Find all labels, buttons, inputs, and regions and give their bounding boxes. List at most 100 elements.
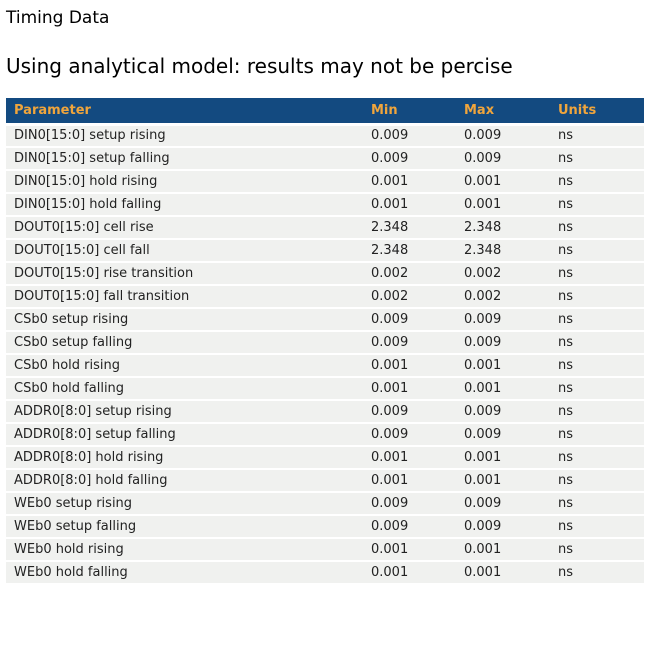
cell-max: 0.001 (456, 561, 550, 585)
cell-max: 0.002 (456, 262, 550, 286)
cell-parameter: ADDR0[8:0] setup falling (6, 423, 363, 447)
column-header-units: Units (550, 98, 644, 126)
cell-min: 0.009 (363, 515, 456, 539)
header-row: Parameter Min Max Units (6, 98, 644, 126)
table-row: ADDR0[8:0] hold rising 0.001 0.001 ns (6, 446, 644, 470)
table-row: DOUT0[15:0] fall transition 0.002 0.002 … (6, 285, 644, 309)
cell-parameter: DIN0[15:0] hold falling (6, 193, 363, 217)
cell-max: 0.001 (456, 354, 550, 378)
cell-min: 0.009 (363, 147, 456, 171)
cell-parameter: DIN0[15:0] setup falling (6, 147, 363, 171)
cell-parameter: DOUT0[15:0] cell rise (6, 216, 363, 240)
cell-max: 0.009 (456, 331, 550, 355)
cell-parameter: DOUT0[15:0] rise transition (6, 262, 363, 286)
cell-min: 2.348 (363, 239, 456, 263)
table-row: DIN0[15:0] setup rising 0.009 0.009 ns (6, 124, 644, 148)
cell-min: 0.001 (363, 170, 456, 194)
timing-table-header: Parameter Min Max Units (6, 98, 644, 126)
cell-max: 0.009 (456, 515, 550, 539)
table-row: CSb0 hold falling 0.001 0.001 ns (6, 377, 644, 401)
cell-max: 2.348 (456, 216, 550, 240)
cell-max: 0.001 (456, 193, 550, 217)
cell-min: 0.009 (363, 308, 456, 332)
report-page: Timing Data Using analytical model: resu… (6, 8, 644, 585)
cell-units: ns (550, 170, 644, 194)
cell-min: 0.009 (363, 423, 456, 447)
table-row: WEb0 hold rising 0.001 0.001 ns (6, 538, 644, 562)
table-row: DIN0[15:0] hold falling 0.001 0.001 ns (6, 193, 644, 217)
cell-max: 0.009 (456, 147, 550, 171)
table-row: DOUT0[15:0] cell fall 2.348 2.348 ns (6, 239, 644, 263)
cell-min: 0.001 (363, 469, 456, 493)
table-row: WEb0 hold falling 0.001 0.001 ns (6, 561, 644, 585)
cell-units: ns (550, 469, 644, 493)
cell-units: ns (550, 561, 644, 585)
column-header-min: Min (363, 98, 456, 126)
cell-units: ns (550, 239, 644, 263)
cell-units: ns (550, 423, 644, 447)
table-row: ADDR0[8:0] setup rising 0.009 0.009 ns (6, 400, 644, 424)
cell-units: ns (550, 354, 644, 378)
cell-parameter: CSb0 hold rising (6, 354, 363, 378)
cell-min: 0.002 (363, 285, 456, 309)
cell-units: ns (550, 124, 644, 148)
cell-max: 0.009 (456, 400, 550, 424)
table-row: DOUT0[15:0] cell rise 2.348 2.348 ns (6, 216, 644, 240)
cell-min: 2.348 (363, 216, 456, 240)
table-row: WEb0 setup rising 0.009 0.009 ns (6, 492, 644, 516)
cell-min: 0.009 (363, 492, 456, 516)
cell-parameter: WEb0 setup falling (6, 515, 363, 539)
cell-units: ns (550, 492, 644, 516)
cell-parameter: WEb0 hold rising (6, 538, 363, 562)
cell-parameter: CSb0 setup rising (6, 308, 363, 332)
table-row: CSb0 setup rising 0.009 0.009 ns (6, 308, 644, 332)
cell-min: 0.009 (363, 124, 456, 148)
table-row: CSb0 hold rising 0.001 0.001 ns (6, 354, 644, 378)
cell-min: 0.001 (363, 561, 456, 585)
cell-units: ns (550, 285, 644, 309)
page-subtitle: Using analytical model: results may not … (6, 54, 513, 78)
cell-units: ns (550, 262, 644, 286)
cell-parameter: WEb0 hold falling (6, 561, 363, 585)
cell-max: 0.001 (456, 538, 550, 562)
cell-units: ns (550, 308, 644, 332)
cell-units: ns (550, 446, 644, 470)
column-header-max: Max (456, 98, 550, 126)
table-row: DIN0[15:0] setup falling 0.009 0.009 ns (6, 147, 644, 171)
cell-units: ns (550, 216, 644, 240)
cell-min: 0.009 (363, 400, 456, 424)
cell-min: 0.002 (363, 262, 456, 286)
cell-max: 0.009 (456, 124, 550, 148)
cell-parameter: DIN0[15:0] setup rising (6, 124, 363, 148)
timing-table-body: DIN0[15:0] setup rising 0.009 0.009 ns D… (6, 124, 644, 585)
cell-min: 0.001 (363, 538, 456, 562)
cell-max: 0.002 (456, 285, 550, 309)
cell-max: 0.001 (456, 446, 550, 470)
table-row: CSb0 setup falling 0.009 0.009 ns (6, 331, 644, 355)
table-row: WEb0 setup falling 0.009 0.009 ns (6, 515, 644, 539)
cell-parameter: DOUT0[15:0] cell fall (6, 239, 363, 263)
page-title: Timing Data (6, 8, 110, 28)
cell-max: 2.348 (456, 239, 550, 263)
cell-units: ns (550, 538, 644, 562)
cell-max: 0.009 (456, 492, 550, 516)
table-row: ADDR0[8:0] hold falling 0.001 0.001 ns (6, 469, 644, 493)
table-row: DIN0[15:0] hold rising 0.001 0.001 ns (6, 170, 644, 194)
cell-min: 0.001 (363, 446, 456, 470)
cell-parameter: ADDR0[8:0] setup rising (6, 400, 363, 424)
cell-parameter: DOUT0[15:0] fall transition (6, 285, 363, 309)
cell-units: ns (550, 147, 644, 171)
cell-units: ns (550, 193, 644, 217)
cell-units: ns (550, 515, 644, 539)
cell-max: 0.001 (456, 170, 550, 194)
cell-max: 0.009 (456, 423, 550, 447)
cell-min: 0.001 (363, 354, 456, 378)
cell-max: 0.001 (456, 469, 550, 493)
cell-units: ns (550, 331, 644, 355)
cell-parameter: ADDR0[8:0] hold rising (6, 446, 363, 470)
table-row: ADDR0[8:0] setup falling 0.009 0.009 ns (6, 423, 644, 447)
cell-units: ns (550, 400, 644, 424)
cell-parameter: DIN0[15:0] hold rising (6, 170, 363, 194)
cell-units: ns (550, 377, 644, 401)
cell-max: 0.009 (456, 308, 550, 332)
